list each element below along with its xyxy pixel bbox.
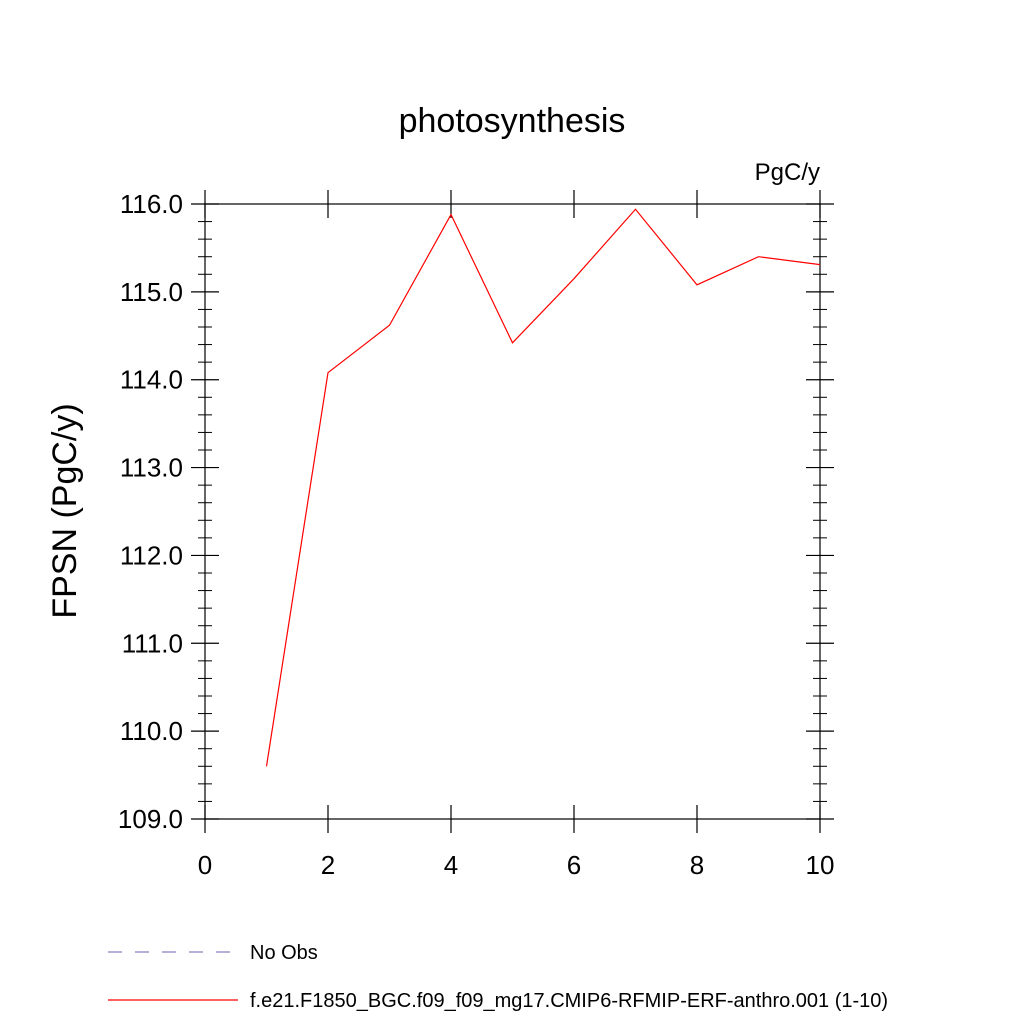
x-tick-label: 4 (444, 850, 458, 880)
y-tick-label: 113.0 (120, 453, 183, 483)
y-tick-label: 112.0 (120, 540, 183, 570)
x-tick-label: 2 (321, 850, 335, 880)
x-tick-label: 10 (806, 850, 835, 880)
legend-label-1: f.e21.F1850_BGC.f09_f09_mg17.CMIP6-RFMIP… (250, 990, 888, 1012)
y-tick-label: 111.0 (122, 628, 183, 658)
y-tick-label: 110.0 (120, 716, 183, 746)
legend: No Obs f.e21.F1850_BGC.f09_f09_mg17.CMIP6… (108, 942, 888, 1012)
series-layer (265, 208, 821, 767)
y-tick-label: 114.0 (120, 365, 183, 395)
units-label: PgC/y (755, 159, 820, 186)
x-tick-label: 8 (690, 850, 704, 880)
y-tick-label: 116.0 (120, 189, 183, 219)
y-tick-label: 115.0 (120, 277, 183, 307)
y-tick-label: 109.0 (118, 804, 183, 834)
x-tick-label: 6 (567, 850, 581, 880)
chart-title: photosynthesis (399, 102, 626, 140)
x-tick-label: 0 (198, 850, 212, 880)
series-line-0 (265, 208, 821, 767)
ticks-layer: 0 2 4 6 8 10 109.0 110.0 111.0 112.0 113.0 114.0 115… (118, 189, 835, 880)
y-axis-label: FPSN (PgC/y) (46, 403, 84, 618)
legend-label-0: No Obs (250, 942, 318, 964)
plot-frame (204, 203, 821, 820)
